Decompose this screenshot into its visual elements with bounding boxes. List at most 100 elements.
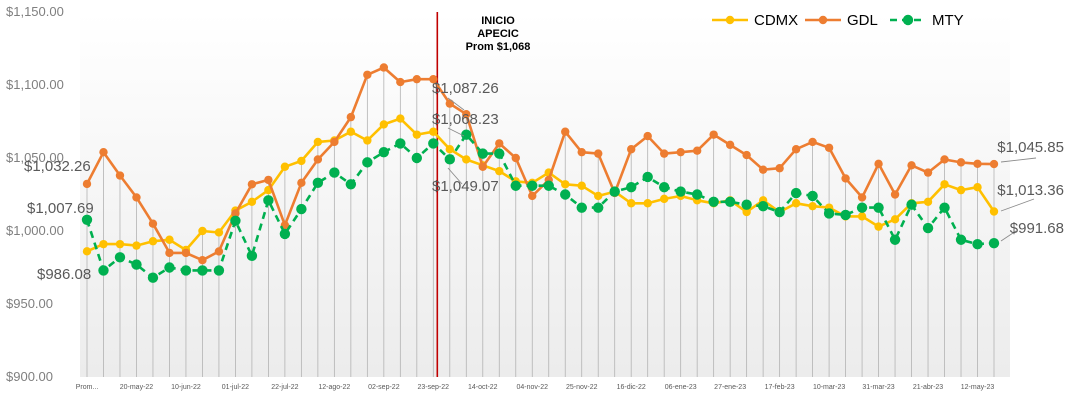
x-tick-label: 23-sep-22 [418, 384, 450, 391]
annotation-leader [1000, 198, 1035, 212]
data-point-gdl [643, 131, 652, 141]
data-point-gdl [874, 159, 883, 169]
data-point-gdl [857, 193, 867, 202]
legend-marker-gdl [818, 15, 828, 25]
data-point-mty [840, 209, 851, 221]
data-point-gdl [346, 112, 356, 122]
series-lines [81, 63, 1000, 283]
data-point-cdmx [396, 114, 405, 123]
x-tick-label: 10-jun-22 [171, 384, 201, 391]
data-point-gdl [115, 171, 125, 180]
data-point-mty [675, 186, 686, 197]
data-point-gdl [148, 219, 158, 228]
data-point-mty [461, 129, 472, 140]
data-point-mty [922, 222, 934, 234]
legend-label-gdl: GDL [847, 12, 878, 29]
data-point-cdmx [462, 155, 471, 164]
data-point-cdmx [791, 199, 801, 208]
event-label: Prom $1,068 [466, 41, 531, 53]
data-point-cdmx [214, 228, 224, 237]
data-point-mty [790, 187, 802, 199]
value-annotation: $1,087.26 [432, 80, 499, 97]
data-point-gdl [907, 161, 916, 170]
event-label: APECIC [477, 28, 519, 40]
data-point-mty [856, 202, 868, 213]
value-annotation: $986.08 [37, 266, 91, 283]
x-tick-label: 02-sep-22 [368, 384, 400, 391]
x-tick-label: 17-feb-23 [765, 384, 795, 391]
data-point-gdl [758, 165, 768, 174]
value-annotation: $1,068.23 [432, 111, 499, 128]
data-point-mty [593, 202, 604, 213]
data-point-cdmx [874, 222, 883, 231]
x-tick-label: 10-mar-23 [813, 384, 845, 391]
data-point-gdl [890, 190, 900, 199]
data-point-gdl [330, 137, 339, 147]
x-tick-label: 25-nov-22 [566, 384, 598, 391]
event-label: INICIO [481, 15, 515, 27]
value-annotations: $1,032.26 $1,007.69 $986.08 $1,087.26 $1,068… [24, 80, 1064, 283]
data-point-mty [807, 190, 818, 202]
legend-label-mty: MTY [932, 12, 964, 29]
data-point-mty [889, 234, 901, 245]
data-point-cdmx [890, 215, 900, 224]
x-tick-label: 22-jul-22 [271, 384, 298, 391]
data-point-mty [378, 146, 390, 158]
data-point-mty [345, 179, 357, 190]
value-annotation: $991.68 [1010, 220, 1064, 237]
annotation-leader [1000, 157, 1037, 163]
data-point-gdl [577, 147, 586, 157]
data-point-cdmx [643, 199, 652, 208]
data-point-cdmx [561, 180, 570, 189]
plot-background [80, 12, 1010, 377]
data-point-gdl [181, 248, 191, 258]
data-point-mty [428, 138, 439, 149]
x-tick-label: 04-nov-22 [516, 384, 548, 391]
y-tick-label: $900.00 [6, 369, 53, 384]
y-tick-label: $1,100.00 [6, 77, 64, 92]
x-tick-label: Prom... [76, 384, 99, 391]
data-point-gdl [940, 155, 949, 164]
data-point-gdl [775, 164, 784, 173]
data-point-mty [774, 206, 785, 218]
data-point-mty [658, 182, 670, 193]
series-line-mty [85, 133, 995, 280]
x-tick-label: 31-mar-23 [862, 384, 894, 391]
data-point-mty [246, 250, 258, 262]
data-point-cdmx [115, 239, 125, 249]
data-point-mty [329, 167, 340, 178]
data-point-mty [708, 196, 719, 207]
data-point-cdmx [742, 207, 751, 217]
y-tick-label: $950.00 [6, 296, 53, 311]
data-point-mty [510, 180, 521, 191]
data-point-gdl [198, 256, 207, 265]
data-point-mty [939, 202, 950, 213]
data-point-gdl [478, 162, 487, 171]
legend: CDMX GDL MTY [712, 12, 964, 29]
data-point-cdmx [429, 127, 438, 136]
data-point-gdl [99, 147, 108, 157]
data-point-cdmx [363, 136, 372, 145]
data-point-gdl [956, 158, 966, 167]
data-point-gdl [313, 155, 323, 164]
data-point-gdl [231, 209, 240, 218]
data-point-gdl [676, 147, 685, 157]
data-point-gdl [791, 145, 801, 154]
value-annotation: $1,007.69 [27, 200, 94, 217]
data-point-gdl [692, 146, 702, 155]
value-annotation: $1,032.26 [24, 158, 91, 175]
data-point-mty [444, 154, 455, 165]
data-point-cdmx [280, 162, 290, 171]
data-point-gdl [363, 70, 372, 79]
data-point-gdl [841, 174, 850, 183]
data-point-cdmx [659, 194, 669, 204]
data-point-mty [98, 265, 109, 276]
data-point-mty [114, 252, 126, 263]
x-tick-label: 06-ene-23 [665, 384, 697, 391]
data-point-mty [906, 199, 917, 210]
data-point-mty [395, 138, 406, 149]
data-point-gdl [627, 145, 636, 154]
data-point-mty [477, 148, 488, 159]
data-point-gdl [445, 99, 454, 108]
